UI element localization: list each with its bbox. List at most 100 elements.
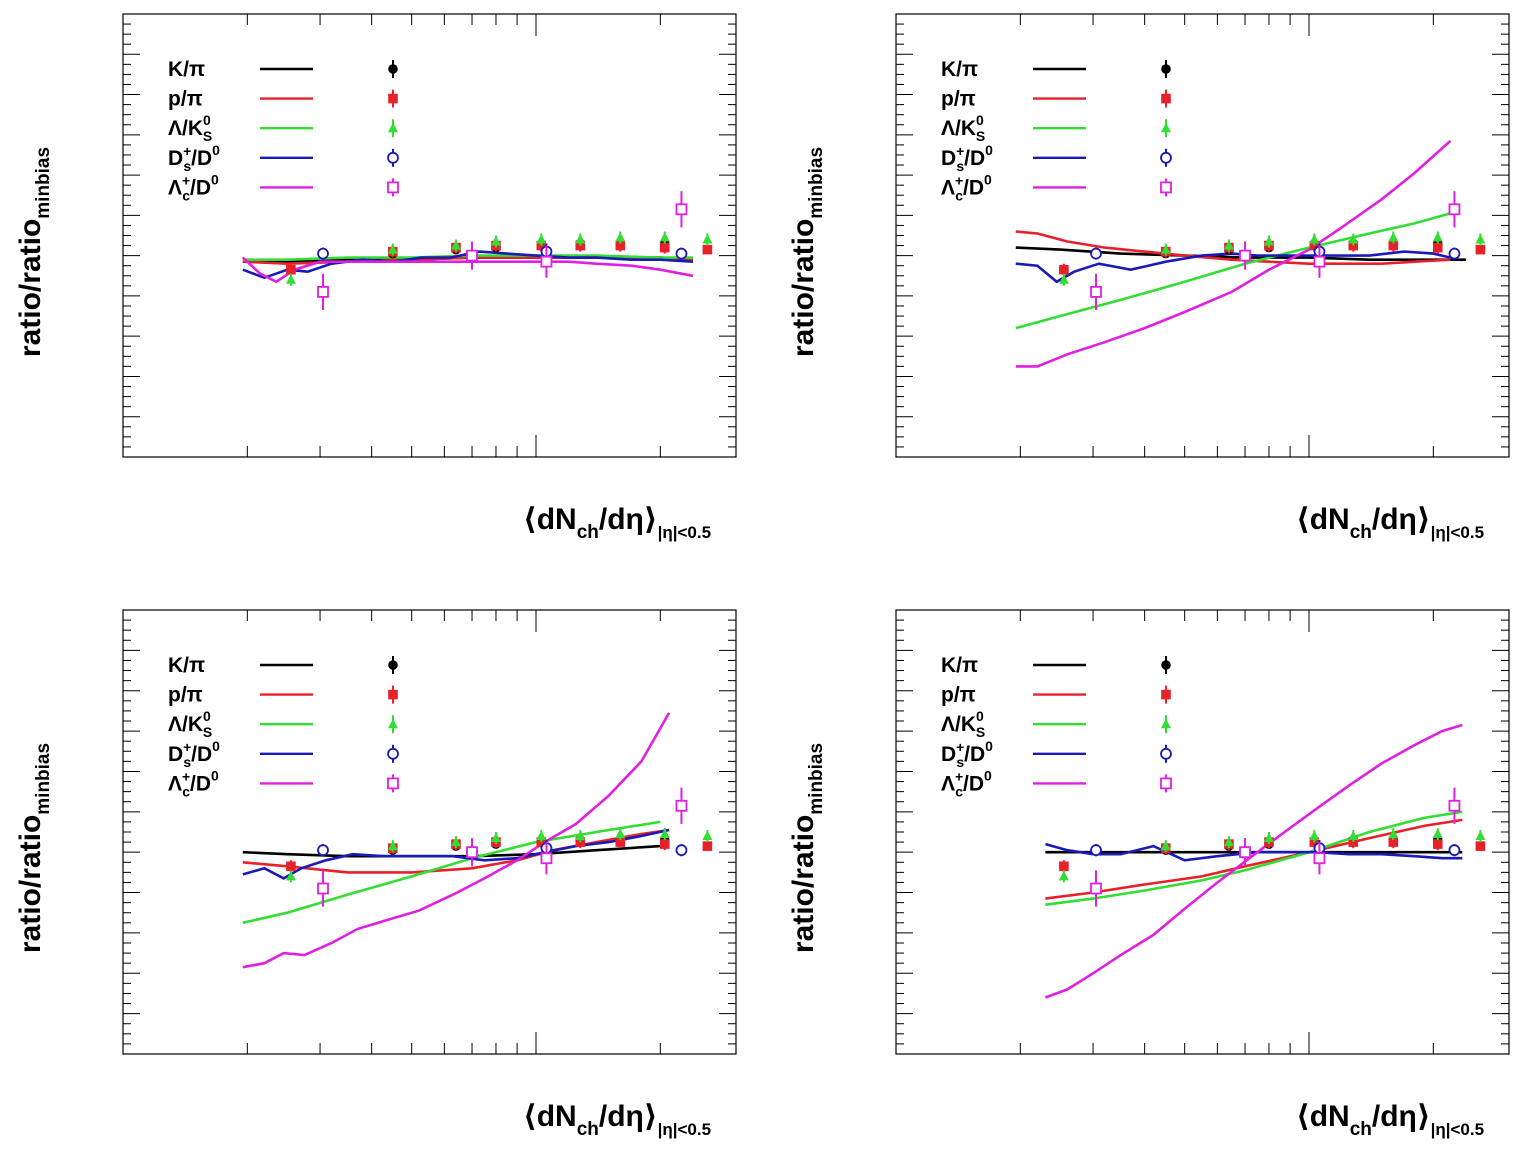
legend-item: p/π [168, 684, 398, 707]
data-point [388, 64, 398, 74]
panel-a: ratio/ratiominbias ⟨dNch/dη⟩|η|<0.5 K/π p/π… [14, 13, 737, 543]
data-point [1432, 839, 1443, 849]
model-curve [242, 828, 670, 880]
data-point [540, 255, 553, 268]
data-point [540, 852, 553, 865]
legend-label: Λ+ c/D0 [168, 767, 219, 799]
legend-item: p/π [941, 684, 1171, 707]
data-point [388, 660, 398, 670]
panel-c: ratio/ratiominbias ⟨dNch/dη⟩|η|<0.5 K/π p/π… [14, 609, 737, 1140]
data-point [388, 93, 398, 104]
data-point [388, 122, 398, 133]
data-point [317, 844, 329, 857]
model-curve [1015, 250, 1451, 284]
data-point [575, 234, 586, 244]
data-point [388, 718, 398, 729]
model-curve [1045, 818, 1463, 900]
data-point [1432, 232, 1443, 242]
data-point [1160, 181, 1172, 194]
data-point [1160, 840, 1171, 851]
data-point [1161, 660, 1171, 670]
legend-label: K/π [168, 654, 205, 677]
data-point [1448, 799, 1461, 812]
data-point [1475, 841, 1486, 851]
data-point [536, 830, 547, 841]
legend-label: K/π [941, 58, 978, 81]
data-point [675, 844, 688, 857]
data-point [1058, 870, 1069, 881]
data-point [702, 234, 713, 244]
data-point [1475, 234, 1486, 244]
data-point [1090, 882, 1102, 895]
legend-label: D+ s/D0 [168, 738, 220, 770]
data-point [1388, 828, 1399, 839]
data-point [615, 232, 626, 242]
data-point [387, 777, 399, 790]
data-point [387, 151, 399, 164]
y-axis-title: ratio/ratiominbias [14, 147, 54, 357]
data-point [675, 203, 688, 216]
data-point [1309, 240, 1320, 251]
data-point [317, 882, 329, 895]
legend-item: Λ/K0 S [941, 112, 1171, 144]
legend-label: p/π [941, 684, 976, 707]
legend-label: Λ/K0 S [941, 112, 985, 144]
data-point [1348, 240, 1359, 251]
data-point [1090, 285, 1102, 298]
legend-label: p/π [168, 684, 203, 707]
data-point [659, 828, 670, 839]
plot-frame [895, 13, 1510, 458]
data-point [1309, 830, 1320, 841]
x-axis-title: ⟨dNch/dη⟩|η|<0.5 [523, 503, 711, 543]
data-point [1432, 242, 1443, 253]
data-point [387, 747, 399, 760]
legend-label: D+ s/D0 [941, 738, 993, 770]
legend-item: Λ+ c/D0 [941, 767, 1172, 799]
data-point [659, 839, 670, 849]
data-point [1160, 777, 1172, 790]
data-point [1475, 830, 1486, 841]
y-axis-title: ratio/ratiominbias [787, 743, 827, 953]
data-point [1161, 689, 1171, 700]
data-point [466, 249, 478, 262]
data-point [387, 244, 398, 254]
plot-frame [122, 609, 737, 1055]
data-point [490, 832, 501, 843]
model-curve [242, 250, 694, 280]
data-point [675, 799, 688, 812]
data-point [317, 247, 329, 260]
plot-frame [895, 609, 1510, 1055]
data-point [1263, 832, 1274, 843]
model-curve [1015, 230, 1451, 265]
model-curve [1045, 810, 1463, 906]
data-point [702, 830, 713, 841]
data-point [1160, 151, 1172, 164]
data-point [1263, 236, 1274, 246]
data-point [1160, 747, 1172, 760]
data-point [1348, 234, 1359, 244]
model-curve [242, 820, 661, 925]
legend-label: Λ+ c/D0 [941, 767, 992, 799]
legend-item: p/π [168, 88, 398, 111]
data-point [615, 837, 626, 847]
data-point [1161, 122, 1171, 133]
data-point [466, 846, 478, 859]
data-point [1239, 846, 1251, 859]
legend-label: p/π [941, 88, 976, 111]
panel-d: ratio/ratiominbias ⟨dNch/dη⟩|η|<0.5 K/π p/π… [787, 609, 1510, 1140]
data-point [1388, 837, 1399, 847]
legend-item: Λ+ c/D0 [168, 767, 399, 799]
data-point [1059, 861, 1069, 872]
data-point [536, 240, 547, 251]
legend-item: K/π [941, 654, 1171, 677]
data-point [1058, 274, 1069, 284]
model-curve [1015, 139, 1452, 368]
data-point [1090, 844, 1102, 857]
legend-label: K/π [168, 58, 205, 81]
data-point [1388, 232, 1399, 242]
data-point [1223, 836, 1234, 847]
model-curve [242, 712, 671, 969]
legend-label: D+ s/D0 [168, 142, 220, 174]
plot-frame [122, 13, 737, 458]
